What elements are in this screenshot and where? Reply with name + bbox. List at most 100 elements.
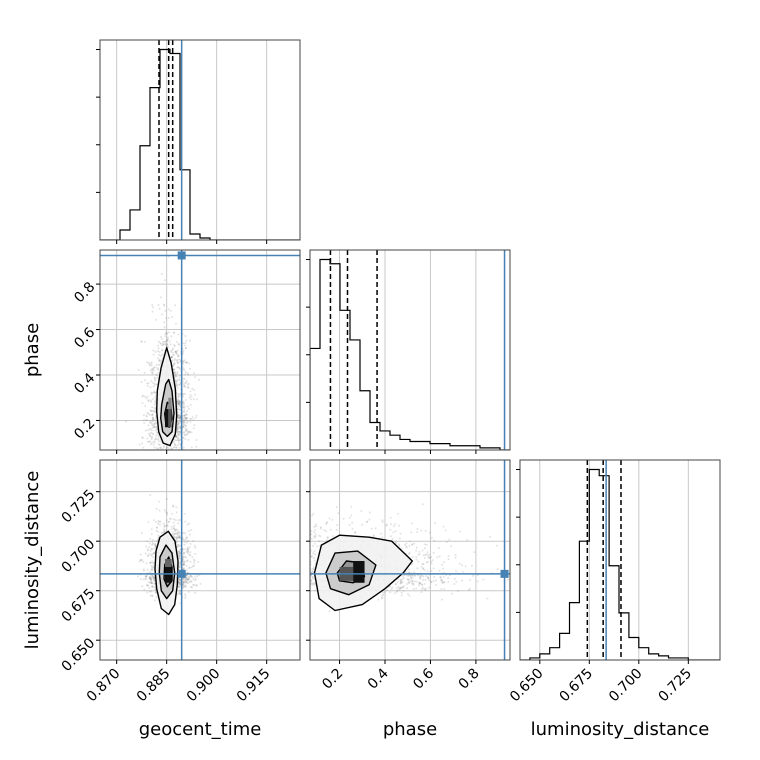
sample-point bbox=[164, 452, 166, 454]
sample-point bbox=[164, 342, 167, 345]
sample-point bbox=[176, 361, 179, 364]
sample-point bbox=[440, 579, 443, 582]
sample-point bbox=[178, 426, 181, 429]
sample-point bbox=[351, 521, 354, 524]
sample-point bbox=[464, 565, 467, 568]
sample-point bbox=[411, 580, 414, 583]
sample-point bbox=[185, 428, 188, 431]
sample-point bbox=[186, 451, 188, 453]
sample-point bbox=[175, 431, 178, 434]
sample-point bbox=[313, 582, 316, 585]
sample-point bbox=[153, 585, 156, 588]
sample-point bbox=[267, 552, 269, 554]
sample-point bbox=[145, 575, 148, 578]
sample-point bbox=[313, 559, 316, 562]
sample-point bbox=[419, 574, 422, 577]
sample-point bbox=[178, 531, 181, 534]
sample-point bbox=[281, 563, 283, 565]
sample-point bbox=[447, 555, 450, 558]
sample-point bbox=[167, 345, 170, 348]
sample-point bbox=[177, 430, 180, 433]
sample-point bbox=[159, 446, 162, 449]
sample-point bbox=[150, 553, 153, 556]
sample-point bbox=[188, 553, 191, 556]
sample-point bbox=[326, 520, 329, 523]
sample-point bbox=[305, 563, 307, 565]
sample-point bbox=[408, 552, 411, 555]
sample-point bbox=[178, 580, 181, 583]
sample-point bbox=[177, 536, 180, 539]
sample-point bbox=[181, 363, 184, 366]
sample-point bbox=[163, 321, 166, 324]
sample-point bbox=[176, 407, 179, 410]
sample-point bbox=[187, 431, 190, 434]
scatter-panel-geocent_time-phase: 0.20.40.60.8 bbox=[71, 249, 301, 454]
sample-point bbox=[162, 522, 165, 525]
sample-point bbox=[181, 537, 184, 540]
sample-point bbox=[179, 589, 182, 592]
sample-point bbox=[298, 536, 300, 538]
sample-point bbox=[163, 304, 166, 307]
sample-point bbox=[161, 342, 164, 345]
sample-point bbox=[178, 408, 181, 411]
sample-point bbox=[144, 575, 147, 578]
sample-point bbox=[420, 565, 423, 568]
sample-point bbox=[178, 557, 181, 560]
sample-point bbox=[175, 341, 178, 344]
sample-point bbox=[399, 580, 402, 583]
sample-point bbox=[278, 588, 280, 590]
sample-point bbox=[166, 343, 169, 346]
sample-point bbox=[150, 429, 153, 432]
sample-point bbox=[176, 361, 179, 364]
sample-point bbox=[157, 353, 160, 356]
sample-point bbox=[144, 395, 147, 398]
sample-point bbox=[411, 580, 414, 583]
sample-point bbox=[165, 519, 168, 522]
sample-point bbox=[184, 342, 187, 345]
sample-point bbox=[163, 524, 166, 527]
sample-point bbox=[286, 562, 288, 564]
sample-point bbox=[176, 380, 179, 383]
sample-point bbox=[269, 533, 271, 535]
sample-point bbox=[150, 578, 153, 581]
x-tick-label: 0.870 bbox=[84, 666, 124, 706]
sample-point bbox=[154, 544, 157, 547]
sample-point bbox=[441, 598, 444, 601]
sample-point bbox=[173, 331, 176, 334]
sample-point bbox=[189, 575, 192, 578]
sample-point bbox=[187, 386, 190, 389]
sample-point bbox=[158, 359, 161, 362]
sample-point bbox=[150, 409, 153, 412]
sample-point bbox=[440, 563, 443, 566]
x-tick-label: 0.675 bbox=[556, 666, 596, 706]
sample-point bbox=[140, 340, 143, 343]
sample-point bbox=[182, 437, 185, 440]
sample-point bbox=[389, 516, 392, 519]
sample-point bbox=[184, 344, 187, 347]
sample-point bbox=[184, 424, 187, 427]
sample-point bbox=[162, 528, 165, 531]
sample-point bbox=[178, 400, 181, 403]
sample-point bbox=[310, 580, 313, 583]
sample-point bbox=[311, 576, 314, 579]
sample-point bbox=[178, 425, 181, 428]
sample-point bbox=[301, 573, 303, 575]
x-axis-label-geocent_time: geocent_time bbox=[139, 719, 262, 740]
sample-point bbox=[157, 368, 160, 371]
sample-point bbox=[401, 586, 404, 589]
sample-point bbox=[283, 587, 285, 589]
sample-point bbox=[159, 341, 162, 344]
sample-point bbox=[147, 584, 150, 587]
sample-point bbox=[177, 422, 180, 425]
sample-point bbox=[441, 582, 444, 585]
sample-point bbox=[157, 363, 160, 366]
sample-point bbox=[188, 339, 191, 342]
sample-point bbox=[389, 585, 392, 588]
sample-point bbox=[308, 576, 310, 578]
sample-point bbox=[457, 589, 460, 592]
sample-point bbox=[284, 556, 286, 558]
sample-point bbox=[177, 550, 180, 553]
sample-point bbox=[183, 410, 186, 413]
sample-point bbox=[186, 536, 189, 539]
sample-point bbox=[148, 432, 151, 435]
